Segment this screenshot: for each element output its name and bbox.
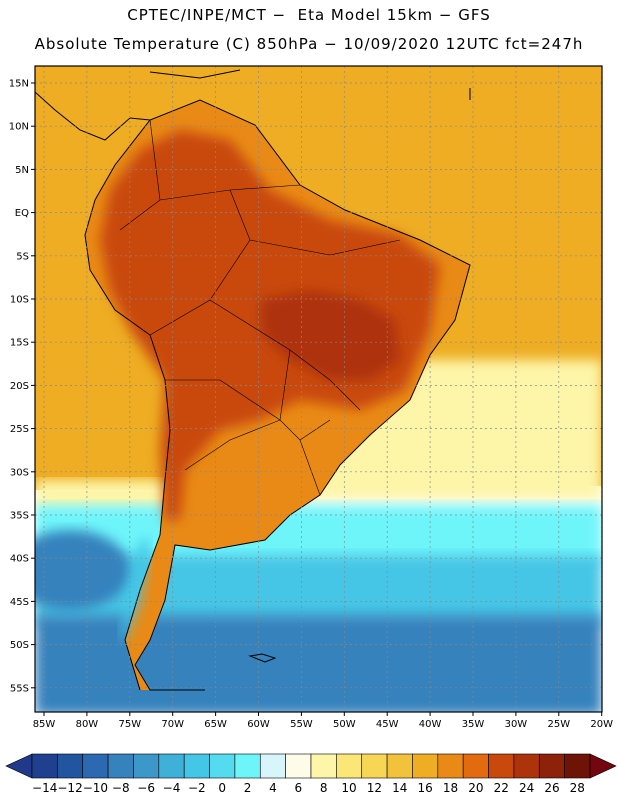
colorbar-label: 6	[294, 781, 302, 795]
lat-label: 55S	[10, 683, 29, 694]
colorbar-swatch	[285, 753, 312, 779]
band-warm-west	[35, 360, 165, 490]
colorbar-swatch	[82, 753, 109, 779]
colorbar-label: 26	[544, 781, 559, 795]
colorbar-swatch	[538, 753, 565, 779]
colorbar-swatch	[310, 753, 337, 779]
colorbar: −14 −12 −10 −8 −6 −4 −2 0 2 4 6 8 10 12 14 16 18 20 22 24 26…	[5, 753, 617, 795]
lon-label: 25W	[547, 719, 570, 730]
map-frame	[34, 65, 603, 713]
lon-label: 45W	[376, 719, 399, 730]
colorbar-left-arrow	[5, 753, 33, 779]
lon-label: 60W	[247, 719, 270, 730]
lat-label: 30S	[10, 467, 29, 478]
lon-label: 50W	[333, 719, 356, 730]
colorbar-label: 0	[218, 781, 226, 795]
colorbar-swatch	[386, 753, 413, 779]
colorbar-swatch	[513, 753, 540, 779]
lon-label: 35W	[462, 719, 485, 730]
lon-label: 30W	[505, 719, 528, 730]
band-deep-cold	[35, 615, 602, 712]
colorbar-swatch	[31, 753, 58, 779]
lon-label: 40W	[419, 719, 442, 730]
map-title-line1: CPTEC/INPE/MCT − Eta Model 15km − GFS	[127, 6, 491, 24]
lat-label: 10N	[9, 122, 29, 133]
colorbar-label: −10	[83, 781, 108, 795]
lat-label: 50S	[10, 640, 29, 651]
colorbar-swatch	[488, 753, 515, 779]
lat-label: 35S	[10, 511, 29, 522]
colorbar-label: −8	[112, 781, 130, 795]
coastline-west	[84, 199, 171, 691]
lon-label: 55W	[290, 719, 313, 730]
caribbean-islands	[149, 69, 471, 100]
colorbar-swatch	[183, 753, 210, 779]
colorbar-label: 10	[341, 781, 356, 795]
colorbar-swatch	[158, 753, 185, 779]
colorbar-label: 4	[269, 781, 277, 795]
longitude-labels: 85W 80W 75W 70W 65W 60W 55W 50W 45W 40W 35W 30W 25W 2…	[33, 712, 613, 730]
colorbar-label: 8	[320, 781, 328, 795]
lon-label: 65W	[204, 719, 227, 730]
coastline	[94, 99, 471, 691]
lat-label: 15S	[10, 338, 29, 349]
lat-label: 10S	[10, 295, 29, 306]
lat-label: 5N	[15, 165, 29, 176]
lat-label: EQ	[15, 208, 29, 219]
lat-label: 5S	[16, 251, 29, 262]
lat-label: 45S	[10, 597, 29, 608]
colorbar-right-arrow	[589, 753, 617, 779]
colorbar-swatch	[209, 753, 236, 779]
continent-very-hot	[260, 290, 400, 380]
falkland-islands	[248, 653, 277, 663]
colorbar-swatch	[57, 753, 84, 779]
map-title-line2: Absolute Temperature (C) 850hPa − 10/09/…	[34, 35, 584, 53]
colorbar-label: 22	[494, 781, 509, 795]
colorbar-swatch	[361, 753, 388, 779]
central-america-coast	[35, 91, 151, 141]
colorbar-label: 14	[392, 781, 407, 795]
colorbar-label: 16	[417, 781, 432, 795]
colorbar-swatch	[437, 753, 464, 779]
colorbar-swatch	[259, 753, 286, 779]
temperature-field	[35, 66, 602, 712]
colorbar-label: −4	[163, 781, 181, 795]
lat-label: 25S	[10, 424, 29, 435]
colorbar-label: −2	[188, 781, 206, 795]
colorbar-label: 12	[367, 781, 382, 795]
country-borders	[119, 119, 401, 496]
colorbar-swatch	[412, 753, 439, 779]
colorbar-label: −14	[32, 781, 57, 795]
colorbar-label: −12	[57, 781, 82, 795]
colorbar-swatch	[234, 753, 261, 779]
lat-label: 20S	[10, 381, 29, 392]
lon-label: 85W	[33, 719, 56, 730]
colorbar-label: 28	[570, 781, 585, 795]
lat-label: 15N	[9, 79, 29, 90]
lat-label: 40S	[10, 554, 29, 565]
colorbar-swatch	[133, 753, 160, 779]
colorbar-label: 18	[443, 781, 458, 795]
colorbar-swatch	[462, 753, 489, 779]
colorbar-label: 2	[244, 781, 252, 795]
colorbar-swatch	[107, 753, 134, 779]
latitude-labels: 15N 10N 5N EQ 5S 10S 15S 20S 25S 30S 35S 40S 45S 50S 5…	[9, 79, 35, 694]
lon-label: 75W	[118, 719, 141, 730]
colorbar-swatch	[564, 753, 591, 779]
band-cold-sw	[35, 530, 130, 610]
colorbar-label: −6	[137, 781, 155, 795]
andes-cool-strip	[120, 540, 150, 640]
lon-label: 70W	[161, 719, 184, 730]
lon-label: 80W	[76, 719, 99, 730]
colorbar-label: 20	[468, 781, 483, 795]
lon-label: 20W	[590, 719, 613, 730]
colorbar-label: 24	[519, 781, 534, 795]
colorbar-swatch	[336, 753, 363, 779]
